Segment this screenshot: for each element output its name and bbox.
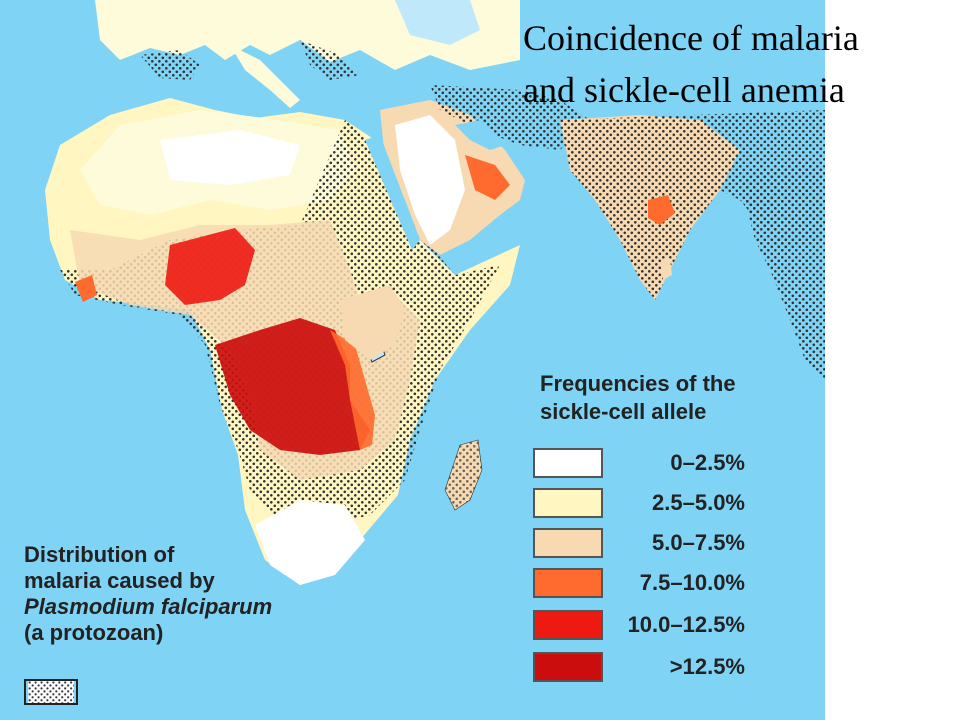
legend-label: 5.0–7.5% [652,530,745,555]
legend-swatch [533,652,603,682]
east-africa-peach [340,285,405,360]
title-line-1: Coincidence of malaria [523,18,859,58]
legend-label: 2.5–5.0% [652,490,745,515]
legend-item: 5.0–7.5% [533,528,783,562]
legend-label: 10.0–12.5% [627,612,745,637]
malaria-distribution-label: Distribution of malaria caused by Plasmo… [24,542,272,646]
middle-east-dots [430,85,590,150]
india-red-spot [648,195,675,225]
india-dots [560,110,825,300]
legend-title: Frequencies of the sickle-cell allele [540,370,736,426]
dist-line-1: Distribution of [24,542,175,567]
freq-0-2-5-south [255,500,365,585]
dist-line-4: (a protozoan) [24,620,164,645]
dist-line-2: malaria caused by [24,568,215,593]
persian-gulf [455,120,505,150]
freq-7-5-10-central [330,330,375,450]
freq-gt-12-5-central [215,318,370,455]
legend-item: 7.5–10.0% [533,568,783,602]
legend-item: 0–2.5% [533,448,783,482]
dist-line-3: Plasmodium falciparum [24,594,273,619]
legend-label: 0–2.5% [670,450,745,475]
arabia-red [465,155,510,200]
legend-title-line-2: sickle-cell allele [540,399,707,424]
balkan-dots [300,40,360,80]
southeast-asia [740,160,825,380]
legend-item: >12.5% [533,652,783,686]
legend-label: >12.5% [669,654,745,679]
legend-title-line-1: Frequencies of the [540,371,736,396]
sahara-white [160,130,300,185]
madagascar-dots [445,440,482,510]
legend-label: 7.5–10.0% [639,570,745,595]
legend-item: 10.0–12.5% [533,610,783,644]
title-line-2: and sickle-cell anemia [523,70,845,110]
legend-item: 2.5–5.0% [533,488,783,522]
black-sea [395,0,480,45]
italy [230,45,300,108]
sri-lanka [660,258,672,280]
europe-dots [140,50,200,80]
legend-swatch [533,488,603,518]
arabia-white [395,115,465,245]
legend-swatch [533,568,603,598]
freq-10-12-5-west [165,228,255,305]
legend-swatch [533,448,603,478]
red-sea [365,135,420,250]
legend-swatch [533,528,603,558]
legend-swatch [533,610,603,640]
malaria-dots-swatch [24,679,78,705]
right-white-margin [825,120,960,720]
page-title: Coincidence of malaria and sickle-cell a… [523,12,859,116]
freq-7-5-10-west-coast [75,275,97,302]
